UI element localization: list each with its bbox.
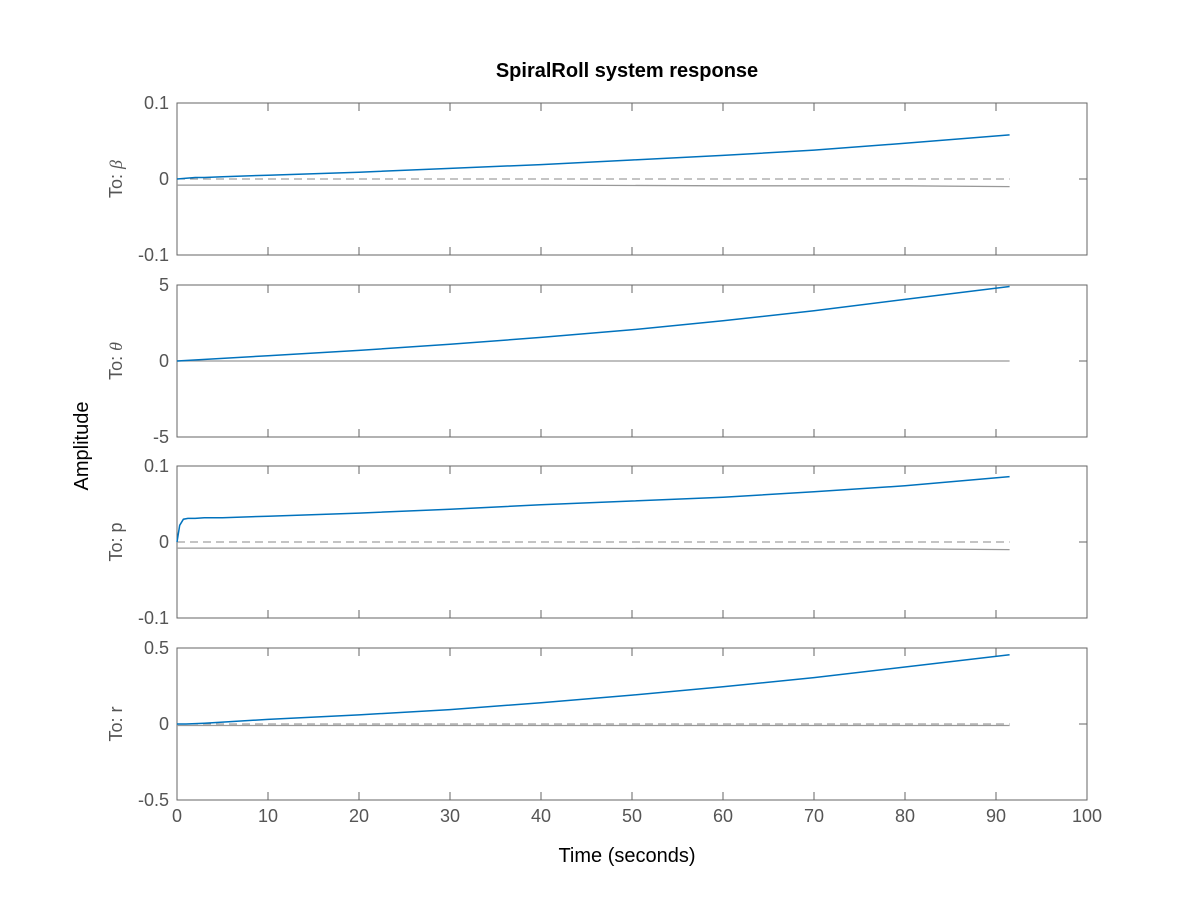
response-line (177, 654, 1010, 725)
y-tick-label: -5 (153, 427, 169, 447)
y-tick-label: 0 (159, 532, 169, 552)
x-tick-label: 20 (349, 806, 369, 826)
subplot-label: To: p (106, 522, 126, 561)
x-tick-label: 0 (172, 806, 182, 826)
subplot-3: 0.1 0 -0.1 To: p (106, 456, 1088, 628)
y-axis-label: Amplitude (71, 402, 93, 491)
x-tick-label: 70 (804, 806, 824, 826)
response-line (176, 285, 1010, 362)
subplot-label: To: r (106, 706, 126, 741)
y-tick-label: 5 (159, 275, 169, 295)
y-tick-label: 0.1 (144, 456, 169, 476)
subplot-label-variable: θ (106, 342, 126, 351)
subplot-label-prefix: To: (106, 533, 126, 562)
x-tick-label: 60 (713, 806, 733, 826)
subplot-label-variable: r (106, 706, 126, 712)
x-tick-label: 90 (986, 806, 1006, 826)
y-tick-label: 0 (159, 351, 169, 371)
response-line (176, 475, 1010, 543)
reference-line (177, 184, 1010, 188)
response-line (176, 134, 1010, 180)
subplot-label-prefix: To: (106, 169, 126, 198)
y-tick-label: -0.1 (138, 608, 169, 628)
subplot-label: To: β (106, 160, 126, 198)
x-axis-label: Time (seconds) (558, 845, 695, 867)
subplot-label-variable: β (106, 160, 126, 170)
subplot-label-prefix: To: (106, 351, 126, 380)
y-tick-label: 0.1 (144, 93, 169, 113)
subplot-2: 5 0 -5 To: θ (106, 275, 1088, 447)
x-tick-label: 40 (531, 806, 551, 826)
subplot-label-prefix: To: (106, 712, 126, 741)
x-tick-label: 10 (258, 806, 278, 826)
x-tick-label: 30 (440, 806, 460, 826)
reference-line (177, 547, 1010, 551)
x-tick-label: 80 (895, 806, 915, 826)
subplot-1: 0.1 0 -0.1 To: β (106, 93, 1088, 265)
y-tick-label: 0 (159, 169, 169, 189)
subplots: 0.10-0.1To: β50-5To: θ0.10-0.1To: p0 10 20… (106, 93, 1102, 826)
y-tick-label: -0.5 (138, 790, 169, 810)
subplot-label: To: θ (106, 342, 126, 380)
x-tick-label: 100 (1072, 806, 1102, 826)
x-tick-label: 50 (622, 806, 642, 826)
y-tick-label: 0 (159, 714, 169, 734)
y-tick-label: -0.1 (138, 245, 169, 265)
chart-title: SpiralRoll system response (496, 60, 758, 82)
y-tick-label: 0.5 (144, 638, 169, 658)
subplot-label-variable: p (106, 522, 126, 532)
